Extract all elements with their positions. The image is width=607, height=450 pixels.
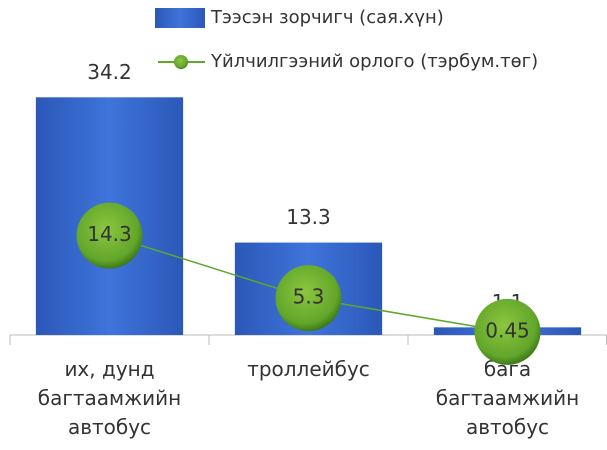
line-value-label: 5.3 — [293, 285, 325, 309]
line-value-label: 0.45 — [485, 318, 530, 342]
line-marker — [76, 202, 143, 269]
line-marker — [474, 298, 541, 365]
x-tick-label-box: троллейбус — [247, 357, 370, 381]
legend-label: Үйлчилгээний орлого (тэрбум.төг) — [210, 51, 538, 72]
x-tick-label-box: бага багтаамжийн автобус — [435, 357, 580, 439]
x-tick-label-box: их, дунд багтаамжийн автобус — [37, 357, 182, 439]
x-tick-label: троллейбус — [247, 357, 370, 381]
legend-swatch — [155, 8, 205, 28]
legend: Тээсэн зорчигч (сая.хүн) Үйлчилгээний ор… — [155, 7, 538, 72]
legend-label: Тээсэн зорчигч (сая.хүн) — [210, 7, 444, 28]
bar-value-label: 13.3 — [286, 205, 331, 229]
line-marker — [275, 265, 342, 332]
line-value-label: 14.3 — [87, 222, 132, 246]
x-tick-label: их, дунд багтаамжийн автобус — [37, 357, 182, 439]
bar-value-label: 34.2 — [87, 60, 132, 84]
x-tick-label: бага багтаамжийн автобус — [435, 357, 580, 439]
legend-marker — [174, 55, 188, 69]
